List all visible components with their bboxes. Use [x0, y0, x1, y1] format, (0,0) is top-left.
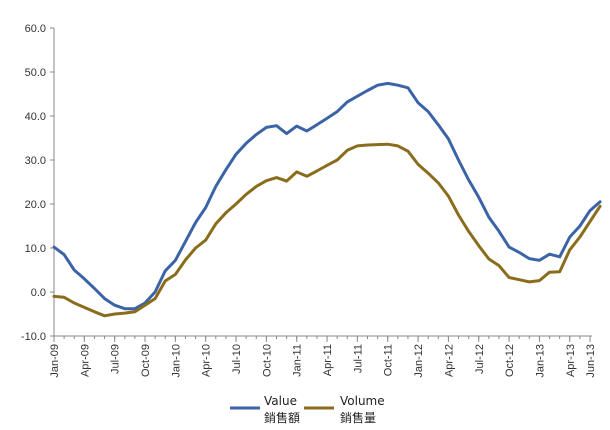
x-tick-label: Jul-11	[352, 344, 364, 373]
x-tick-label: Jan-09	[49, 344, 61, 378]
axes	[53, 28, 592, 337]
x-tick-label: Jun-13	[585, 344, 597, 378]
x-tick-label: Jan-12	[413, 344, 425, 378]
y-tick-label: 30.0	[25, 155, 46, 167]
legend: Value 銷售額 Volume 銷售量	[230, 394, 385, 425]
x-tick-label: Jan-13	[534, 344, 546, 378]
y-tick-label: 20.0	[25, 199, 46, 211]
x-tick-label: Apr-09	[79, 344, 91, 377]
legend-label: Volume	[340, 394, 385, 408]
legend-label-zh: 銷售額	[264, 410, 300, 425]
legend-item-volume: Volume 銷售量	[304, 394, 385, 425]
y-tick-label: 50.0	[25, 67, 46, 79]
x-tick-label: Jan-10	[170, 344, 182, 378]
series-line-value	[52, 81, 602, 311]
x-axis-ticks: Jan-09 Apr-09 Jul-09 Oct-09 Jan-10 Apr-10 Jul-…	[49, 336, 597, 378]
series-line-volume	[52, 142, 602, 318]
x-tick-label: Oct-09	[140, 344, 152, 377]
y-tick-label: 40.0	[25, 111, 46, 123]
y-tick-label: -10.0	[21, 331, 46, 343]
x-tick-label: Apr-10	[201, 344, 213, 377]
legend-label: Value	[264, 394, 297, 408]
x-tick-label: Oct-10	[261, 344, 273, 377]
y-tick-label: 10.0	[25, 243, 46, 255]
x-tick-label: Jul-12	[474, 344, 486, 374]
y-tick-label: 60.0	[25, 23, 46, 35]
x-tick-label: Jan-11	[292, 344, 304, 377]
x-tick-label: Oct-12	[504, 344, 516, 377]
x-tick-label: Oct-11	[383, 344, 395, 376]
x-tick-label: Apr-13	[565, 344, 577, 377]
y-tick-label: 0.0	[31, 287, 46, 299]
x-tick-label: Jul-10	[231, 344, 243, 374]
y-axis-ticks: -10.0 0.0 10.0 20.0 30.0 40.0 50.0 60.0	[21, 23, 54, 343]
legend-label-zh: 銷售量	[340, 410, 376, 425]
x-tick-label: Apr-12	[443, 344, 455, 377]
x-tick-label: Apr-11	[322, 344, 334, 376]
series-layer	[52, 81, 602, 318]
legend-item-value: Value 銷售額	[230, 394, 300, 425]
x-tick-label: Jul-09	[110, 344, 122, 374]
